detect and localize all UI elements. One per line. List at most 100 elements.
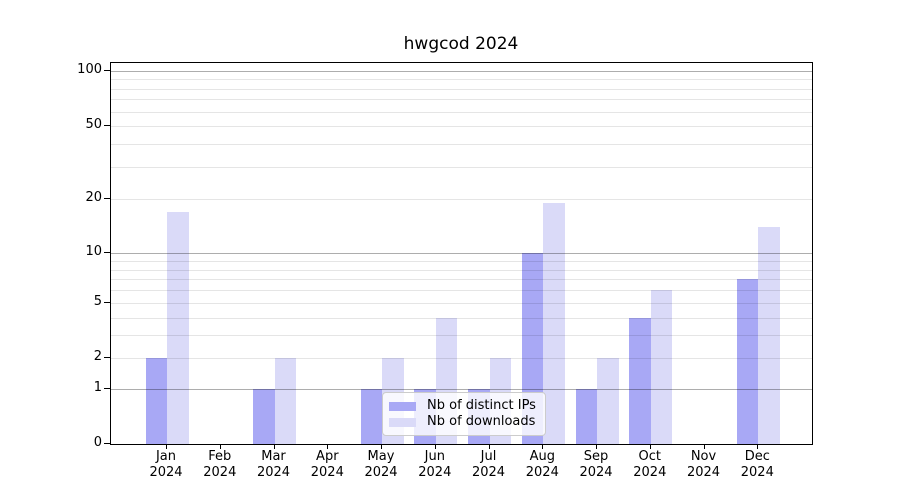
x-tick-month: Aug — [529, 449, 555, 464]
bar-jan-downloads — [167, 211, 189, 444]
x-tick-label-jul: Jul 2024 — [454, 449, 524, 481]
x-tick-month: Dec — [744, 449, 770, 464]
x-tick-month: Oct — [638, 449, 662, 464]
y-minor-gridline — [111, 279, 812, 281]
bar-dec-downloads — [758, 226, 780, 444]
y-minor-gridline — [111, 317, 812, 319]
x-tick-label-oct: Oct 2024 — [615, 449, 685, 481]
bar-mar-distinct-ips — [253, 388, 275, 444]
x-tick-mark — [757, 444, 759, 449]
y-minor-gridline — [111, 335, 812, 337]
y-major-gridline — [111, 252, 812, 254]
legend-item-distinct-ips: Nb of distinct IPs — [389, 398, 539, 414]
legend-swatch-distinct-ips-icon — [389, 401, 416, 411]
y-tick-label: 50 — [85, 117, 102, 132]
legend-label-downloads: Nb of downloads — [427, 414, 536, 429]
y-major-gridline — [111, 71, 812, 72]
legend: Nb of distinct IPs Nb of downloads — [382, 392, 546, 436]
bar-oct-downloads — [650, 290, 673, 444]
y-gridline — [111, 126, 812, 127]
x-tick-mark — [434, 444, 436, 449]
y-tick-label: 2 — [93, 348, 102, 364]
y-tick-mark — [104, 251, 110, 253]
bar-aug-downloads — [543, 202, 565, 444]
y-tick-mark — [104, 356, 110, 358]
x-tick-year: 2024 — [203, 465, 237, 480]
legend-label-distinct-ips: Nb of distinct IPs — [427, 398, 536, 413]
x-tick-mark — [488, 444, 490, 449]
y-tick-mark — [104, 302, 110, 304]
x-tick-month: Sep — [583, 449, 609, 464]
x-tick-label-sep: Sep 2024 — [561, 449, 631, 481]
x-tick-month: May — [367, 449, 395, 464]
bar-oct-distinct-ips — [629, 317, 651, 444]
y-gridline — [111, 357, 812, 359]
y-tick-label: 1 — [93, 379, 102, 395]
x-tick-label-mar: Mar 2024 — [239, 449, 309, 481]
x-tick-year: 2024 — [364, 465, 398, 480]
x-tick-mark — [542, 444, 544, 449]
x-tick-month: Nov — [690, 449, 717, 464]
bar-may-distinct-ips — [360, 388, 382, 444]
y-major-gridline — [111, 388, 812, 390]
x-tick-year: 2024 — [525, 465, 559, 480]
y-tick-mark — [104, 387, 110, 389]
x-tick-mark — [596, 444, 597, 449]
y-minor-gridline — [111, 269, 812, 271]
x-tick-month: Jan — [155, 449, 177, 464]
y-minor-gridline — [111, 166, 812, 168]
x-tick-label-aug: Aug 2024 — [507, 449, 577, 481]
x-tick-month: Jul — [480, 449, 497, 464]
x-tick-year: 2024 — [418, 465, 452, 480]
y-tick-label: 10 — [85, 243, 102, 259]
x-tick-year: 2024 — [740, 465, 774, 480]
x-tick-mark — [703, 444, 705, 449]
y-minor-gridline — [111, 260, 812, 262]
x-tick-year: 2024 — [633, 465, 667, 480]
x-tick-label-feb: Feb 2024 — [185, 449, 255, 481]
x-tick-month: Apr — [316, 449, 339, 464]
bar-sep-downloads — [597, 357, 619, 444]
y-gridline — [111, 303, 812, 305]
y-minor-gridline — [111, 143, 812, 145]
y-minor-gridline — [111, 88, 812, 90]
x-tick-label-dec: Dec 2024 — [722, 449, 792, 481]
y-minor-gridline — [111, 79, 812, 81]
bar-mar-downloads — [274, 357, 296, 444]
x-tick-label-nov: Nov 2024 — [669, 449, 739, 481]
x-tick-year: 2024 — [310, 465, 344, 480]
x-tick-label-jan: Jan 2024 — [131, 449, 201, 481]
y-minor-gridline — [111, 290, 812, 292]
y-tick-mark — [104, 125, 110, 126]
bar-sep-distinct-ips — [575, 388, 597, 444]
legend-item-downloads: Nb of downloads — [389, 414, 539, 430]
x-tick-month: Mar — [261, 449, 286, 464]
x-tick-label-apr: Apr 2024 — [292, 449, 362, 481]
x-tick-label-jun: Jun 2024 — [400, 449, 470, 481]
x-tick-mark — [649, 444, 651, 449]
plot-area: Nb of distinct IPs Nb of downloads — [110, 62, 813, 445]
x-tick-mark — [166, 444, 167, 449]
x-tick-year: 2024 — [579, 465, 613, 480]
y-minor-gridline — [111, 111, 812, 113]
x-tick-month: Feb — [208, 449, 232, 464]
y-tick-mark — [104, 197, 110, 199]
chart-title: hwgcod 2024 — [403, 34, 519, 54]
x-tick-mark — [381, 444, 382, 449]
y-tick-label: 20 — [85, 189, 102, 205]
x-tick-mark — [219, 444, 221, 449]
y-tick-label: 5 — [93, 294, 102, 310]
y-minor-gridline — [111, 99, 812, 101]
y-tick-mark — [104, 70, 110, 71]
bar-dec-distinct-ips — [736, 279, 759, 444]
x-tick-year: 2024 — [256, 465, 291, 480]
x-tick-month: Jun — [424, 449, 445, 464]
y-gridline — [111, 198, 812, 200]
x-tick-year: 2024 — [471, 465, 506, 480]
y-tick-mark — [104, 443, 110, 444]
x-tick-year: 2024 — [149, 465, 183, 480]
x-tick-mark — [327, 444, 329, 449]
y-tick-label: 100 — [77, 62, 102, 77]
x-tick-label-may: May 2024 — [346, 449, 416, 481]
